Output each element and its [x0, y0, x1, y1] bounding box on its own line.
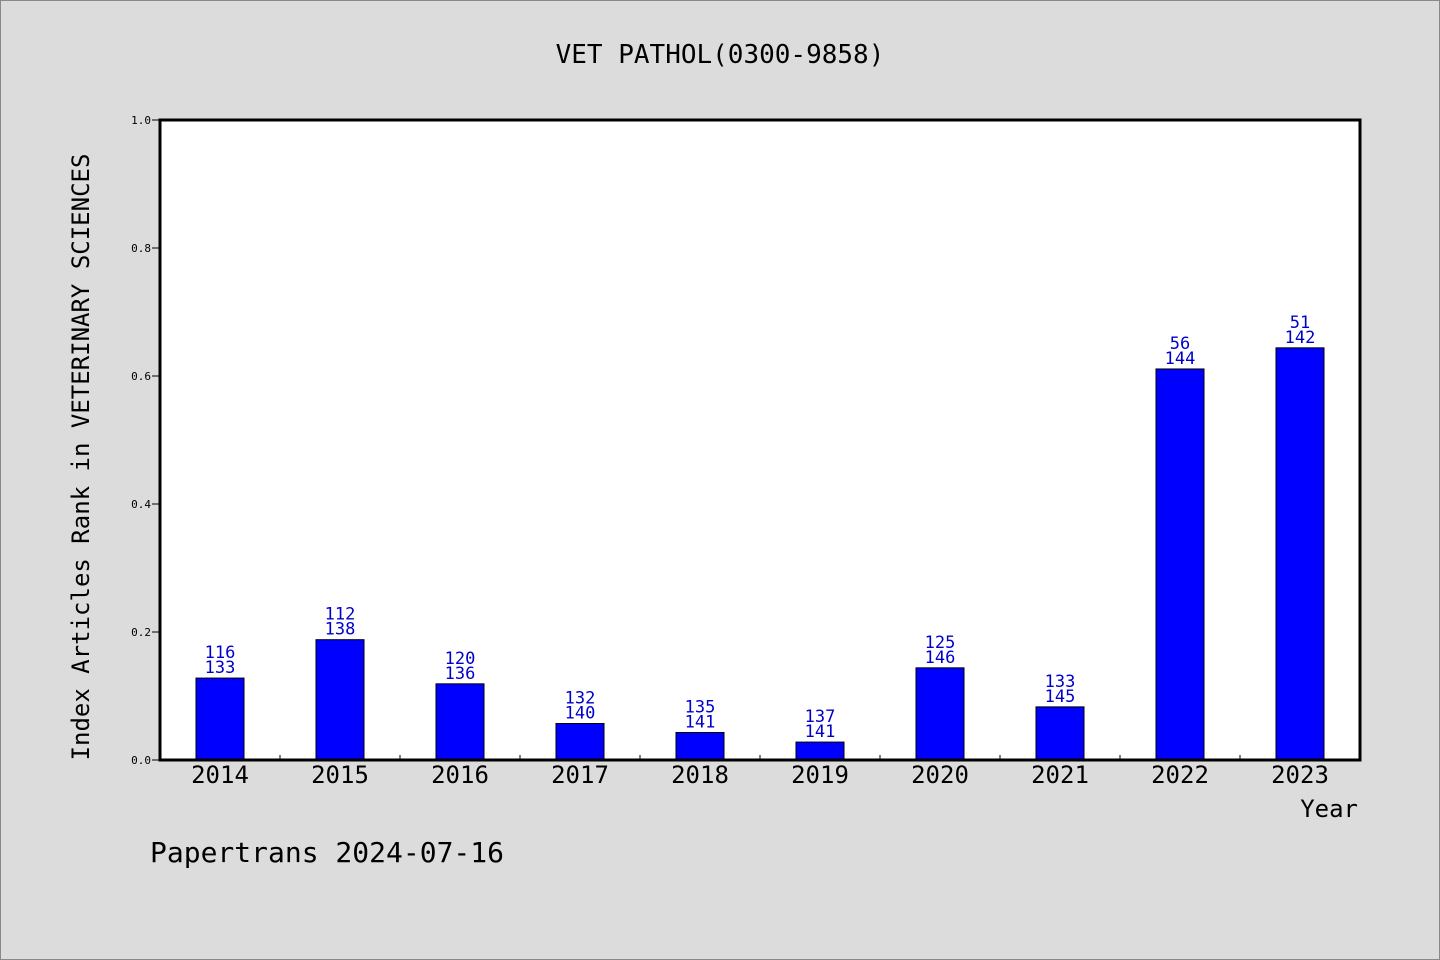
- y-tick-label-0.6: 0.6: [131, 370, 151, 383]
- bar-2014: [195, 677, 245, 761]
- bar-2022: [1155, 368, 1205, 761]
- y-tick-label-0.4: 0.4: [131, 498, 151, 511]
- data-label-total-2021: 145: [1045, 687, 1076, 707]
- x-tick-label-2018: 2018: [671, 761, 729, 789]
- data-label-rank-2016: 120: [445, 649, 476, 669]
- data-label-total-2018: 141: [685, 712, 716, 732]
- bar-2017: [555, 723, 605, 761]
- data-label-total-2023: 142: [1285, 328, 1316, 348]
- y-tick-label-0.8: 0.8: [131, 242, 151, 255]
- footer-credit: Papertrans 2024-07-16: [150, 836, 504, 869]
- bar-2018: [675, 731, 725, 761]
- data-label-rank-2015: 112: [325, 605, 356, 625]
- x-tick-label-2023: 2023: [1271, 761, 1329, 789]
- x-tick-label-2021: 2021: [1031, 761, 1089, 789]
- x-tick-label-2014: 2014: [191, 761, 249, 789]
- data-label-total-2022: 144: [1165, 349, 1196, 369]
- data-label-rank-2021: 133: [1045, 672, 1076, 692]
- data-label-rank-2014: 116: [205, 643, 236, 663]
- plot-frame: [158, 118, 1362, 762]
- y-axis: 0.0 0.2 0.4 0.6 0.8 1.0: [131, 114, 160, 767]
- x-tick-label-2016: 2016: [431, 761, 489, 789]
- bar-2020: [915, 667, 965, 761]
- y-tick-label-0.2: 0.2: [131, 626, 151, 639]
- x-tick-label-2022: 2022: [1151, 761, 1209, 789]
- x-axis-label: Year: [1300, 795, 1358, 823]
- data-label-total-2020: 146: [925, 648, 956, 668]
- bar-2016: [435, 683, 485, 761]
- x-tick-label-2017: 2017: [551, 761, 609, 789]
- y-tick-label-1.0: 1.0: [131, 114, 151, 127]
- data-label-rank-2022: 56: [1170, 334, 1190, 354]
- data-label-total-2014: 133: [205, 658, 236, 678]
- data-label-total-2016: 136: [445, 664, 476, 684]
- bar-2015: [315, 639, 365, 761]
- x-tick-label-2015: 2015: [311, 761, 369, 789]
- y-axis-label: Index Articles Rank in VETERINARY SCIENC…: [67, 154, 95, 761]
- bar-2021: [1035, 706, 1085, 761]
- x-tick-label-2020: 2020: [911, 761, 969, 789]
- data-label-rank-2019: 137: [805, 707, 836, 727]
- chart-title: VET PATHOL(0300-9858): [556, 40, 885, 70]
- bar-2023: [1275, 347, 1325, 761]
- x-axis: 2014 2015 2016 2017 2018 2019 2020 2021 2022 2023: [191, 755, 1329, 789]
- data-label-total-2017: 140: [565, 704, 596, 724]
- data-label-rank-2023: 51: [1290, 313, 1310, 333]
- data-label-rank-2020: 125: [925, 633, 956, 653]
- data-label-total-2015: 138: [325, 620, 356, 640]
- bar-2019: [795, 741, 845, 761]
- bars-layer: [195, 347, 1325, 761]
- data-label-rank-2018: 135: [685, 697, 716, 717]
- y-tick-label-0.0: 0.0: [131, 754, 151, 767]
- x-tick-label-2019: 2019: [791, 761, 849, 789]
- data-label-rank-2017: 132: [565, 689, 596, 709]
- data-label-total-2019: 141: [805, 722, 836, 742]
